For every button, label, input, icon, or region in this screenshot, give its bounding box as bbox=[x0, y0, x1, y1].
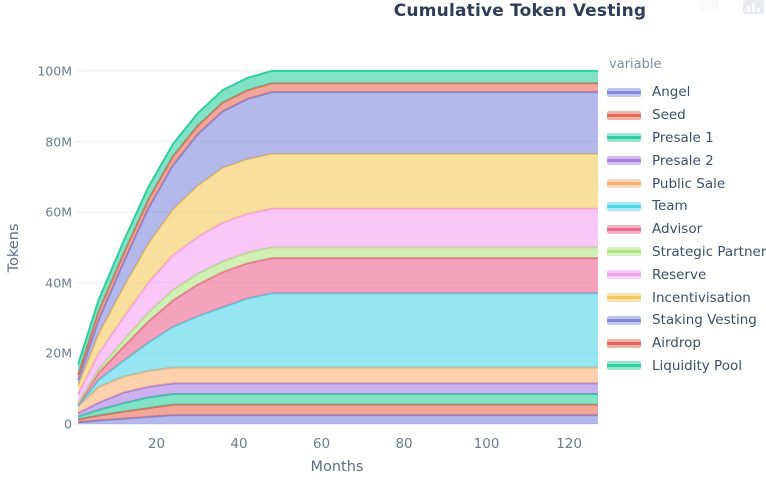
legend-item-reserve[interactable]: Reserve bbox=[607, 263, 765, 286]
y-tick-label: 60M bbox=[45, 204, 72, 220]
camera-icon[interactable] bbox=[699, 0, 719, 11]
legend-label: Seed bbox=[652, 107, 686, 124]
legend-swatch bbox=[607, 315, 641, 325]
area-reserve bbox=[78, 208, 599, 404]
legend-title: variable bbox=[609, 57, 662, 72]
legend-swatch-line bbox=[607, 250, 641, 254]
y-axis-title: Tokens bbox=[6, 223, 22, 273]
area-angel bbox=[78, 415, 599, 424]
legend-swatch-line bbox=[607, 273, 641, 277]
legend-item-team[interactable]: Team bbox=[607, 195, 765, 218]
legend-swatch bbox=[607, 338, 641, 348]
x-tick-label: 100 bbox=[473, 436, 500, 452]
legend-label: Strategic Partners bbox=[652, 243, 766, 260]
legend-items: Angel Seed Presale 1 Presale 2 Public Sale Te… bbox=[607, 81, 766, 378]
legend-swatch bbox=[607, 224, 641, 234]
area-seed bbox=[78, 404, 599, 423]
x-tick-label: 80 bbox=[395, 436, 413, 452]
area-staking-vesting bbox=[78, 92, 599, 386]
y-tick-label: 80M bbox=[45, 134, 72, 149]
legend-item-advisor[interactable]: Advisor bbox=[607, 218, 765, 241]
legend-swatch-line bbox=[607, 90, 641, 94]
legend-label: Presale 2 bbox=[652, 152, 714, 169]
legend-label: Incentivisation bbox=[652, 289, 751, 306]
legend-swatch-line bbox=[607, 182, 641, 186]
legend-swatch-line bbox=[607, 204, 641, 208]
legend-swatch bbox=[607, 110, 641, 120]
legend-item-liquidity-pool[interactable]: Liquidity Pool bbox=[607, 355, 765, 378]
legend-swatch-line bbox=[607, 113, 641, 117]
legend-item-strategic-partners[interactable]: Strategic Partners bbox=[607, 241, 766, 264]
area-team bbox=[78, 293, 599, 406]
legend-label: Liquidity Pool bbox=[652, 357, 742, 374]
legend-swatch-line bbox=[607, 227, 641, 231]
legend-swatch bbox=[607, 87, 641, 97]
legend-swatch bbox=[607, 361, 641, 371]
legend-swatch-line bbox=[607, 364, 641, 368]
legend-swatch-line bbox=[607, 296, 641, 300]
legend-label: Presale 1 bbox=[652, 129, 714, 146]
legend-swatch bbox=[607, 270, 641, 280]
legend-swatch bbox=[607, 293, 641, 303]
legend-swatch bbox=[607, 156, 641, 166]
legend-label: Staking Vesting bbox=[652, 312, 757, 329]
area-presale-2 bbox=[78, 383, 599, 417]
legend-swatch bbox=[607, 201, 641, 211]
legend-item-staking-vesting[interactable]: Staking Vesting bbox=[607, 309, 765, 332]
area-public-sale bbox=[78, 367, 599, 414]
legend-item-public-sale[interactable]: Public Sale bbox=[607, 172, 765, 195]
legend-swatch-line bbox=[607, 318, 641, 322]
legend-item-seed[interactable]: Seed bbox=[607, 104, 765, 127]
x-tick-label: 60 bbox=[312, 436, 331, 452]
y-tick-label: 100M bbox=[37, 63, 72, 79]
bar-chart-icon[interactable] bbox=[743, 0, 764, 14]
legend-item-incentivisation[interactable]: Incentivisation bbox=[607, 286, 765, 309]
y-tick-label: 0 bbox=[64, 416, 72, 432]
area-incentivisation bbox=[78, 153, 599, 395]
legend-label: Team bbox=[652, 198, 688, 215]
legend-swatch bbox=[607, 133, 641, 143]
legend-item-airdrop[interactable]: Airdrop bbox=[607, 332, 765, 355]
legend-swatch bbox=[607, 247, 641, 257]
legend-item-presale-1[interactable]: Presale 1 bbox=[607, 127, 765, 150]
legend-label: Advisor bbox=[652, 221, 703, 238]
area-advisor bbox=[78, 258, 599, 406]
legend-swatch-line bbox=[607, 159, 641, 163]
legend-swatch-line bbox=[607, 341, 641, 345]
legend-swatch bbox=[607, 179, 641, 189]
legend-item-angel[interactable]: Angel bbox=[607, 81, 765, 104]
chart-title: Cumulative Token Vesting bbox=[393, 1, 647, 21]
legend-label: Reserve bbox=[652, 266, 707, 283]
legend-swatch-line bbox=[607, 136, 641, 140]
x-tick-label: 20 bbox=[147, 436, 166, 452]
legend-label: Angel bbox=[652, 84, 691, 101]
legend: variable Angel Seed Presale 1 Presale 2 Publ… bbox=[607, 57, 766, 378]
y-tick-label: 40M bbox=[45, 275, 72, 291]
x-tick-label: 120 bbox=[556, 436, 582, 452]
y-tick-label: 20M bbox=[45, 345, 72, 361]
legend-label: Public Sale bbox=[652, 175, 726, 192]
x-axis-title: Months bbox=[310, 459, 364, 475]
x-tick-label: 40 bbox=[230, 436, 248, 452]
line-liquidity-pool bbox=[77, 69, 598, 365]
legend-label: Airdrop bbox=[652, 335, 701, 352]
area-presale-1 bbox=[78, 394, 599, 420]
modebar bbox=[699, 0, 764, 14]
legend-item-presale-2[interactable]: Presale 2 bbox=[607, 149, 765, 172]
